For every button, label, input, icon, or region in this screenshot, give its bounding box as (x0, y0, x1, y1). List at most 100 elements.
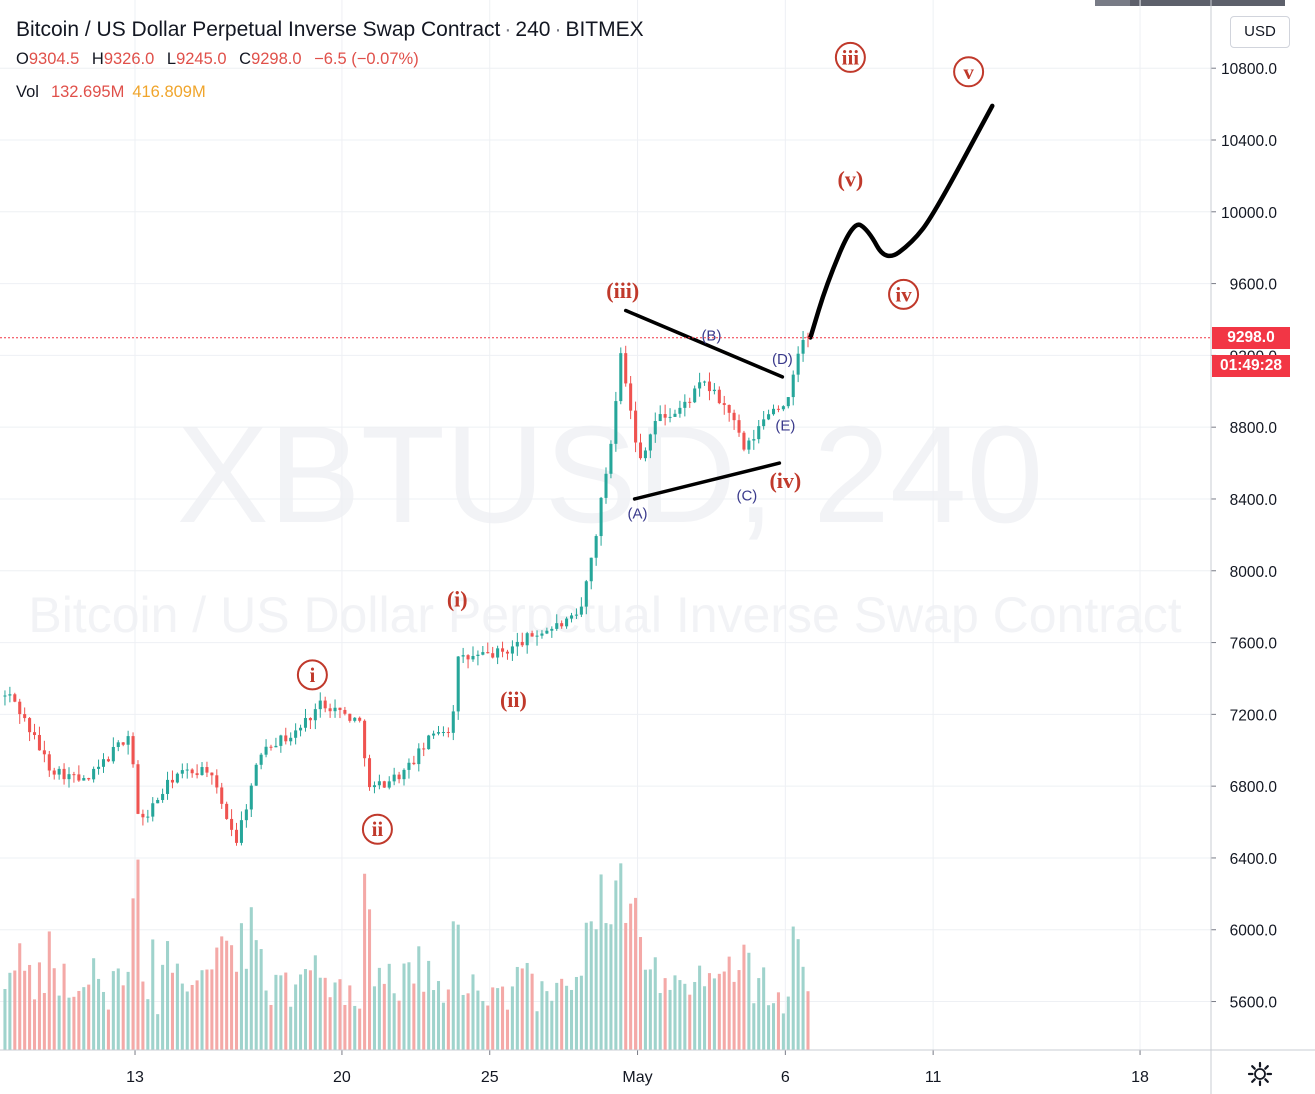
volume-bar (427, 960, 431, 1050)
candle-body (634, 410, 638, 443)
volume-bar (313, 955, 317, 1050)
volume-bar (377, 967, 381, 1050)
candle-body (244, 809, 248, 821)
y-tick-label: 7200.0 (1230, 707, 1278, 724)
volume-bar (101, 991, 106, 1050)
wave-labels: iii(i)(ii)(iii)(iv)iii(v)ivv(A)(B)(C)(D)… (296, 41, 985, 845)
candle-body (594, 536, 598, 558)
candle-body (111, 746, 115, 762)
candle-body (274, 745, 278, 748)
volume-bar (42, 992, 46, 1050)
y-tick-label: 5600.0 (1230, 995, 1278, 1012)
volume-bar (486, 1005, 490, 1050)
candle-body (82, 778, 86, 781)
candle-body (717, 389, 721, 404)
toolbar-strip-dark (1130, 0, 1285, 6)
settings-gear-icon[interactable] (1246, 1060, 1274, 1088)
volume-bar (92, 958, 96, 1050)
candle-body (200, 767, 204, 776)
y-tick-label: 6000.0 (1230, 923, 1278, 940)
candle-body (752, 439, 756, 441)
candle-body (358, 717, 362, 721)
candle-body (471, 656, 475, 660)
drawings[interactable] (623, 103, 995, 501)
candle-body (496, 648, 500, 658)
candle-body (643, 450, 647, 459)
y-tick-label: 8000.0 (1230, 564, 1278, 581)
currency-button[interactable]: USD (1230, 16, 1290, 48)
volume-bar (762, 967, 766, 1050)
wave-label: (iv) (769, 468, 801, 493)
volume-bar (476, 990, 480, 1050)
candle-body (348, 713, 352, 721)
candle-body (707, 381, 711, 392)
wave-label-circle (953, 56, 985, 88)
candle-body (333, 707, 337, 712)
volume-bar (289, 1006, 293, 1050)
candle-body (486, 652, 490, 654)
candle-body (402, 769, 406, 780)
volume-bar (239, 923, 243, 1050)
candle-body (239, 820, 243, 843)
candle-body (92, 768, 96, 780)
volume-bar (131, 898, 135, 1050)
candle-body (535, 635, 539, 637)
volume-bar (574, 976, 578, 1050)
candle-body (791, 374, 795, 398)
volume-bar (225, 940, 229, 1050)
candle-body (185, 769, 189, 771)
candle-body (525, 633, 529, 646)
volume-bar (363, 873, 367, 1050)
candle-body (801, 340, 805, 354)
x-tick-label: 20 (333, 1069, 351, 1086)
candle-body (368, 758, 372, 788)
volume-bar (220, 936, 224, 1050)
candle-body (180, 770, 184, 774)
volume-bar (678, 980, 682, 1050)
volume-bar (643, 969, 647, 1050)
candle-body (18, 701, 22, 715)
candle-body (234, 829, 239, 843)
candle-body (67, 774, 71, 780)
candle-body (505, 651, 510, 654)
volume-bar (348, 985, 352, 1050)
volume-bar (638, 937, 643, 1050)
candle-body (136, 764, 140, 814)
volume-bar (151, 939, 155, 1050)
volume-bar (234, 971, 239, 1050)
candle-body (584, 581, 588, 607)
candle-body (151, 803, 155, 817)
candle-body (318, 700, 322, 710)
y-tick-label: 10800.0 (1221, 61, 1277, 78)
volume-bar (62, 963, 66, 1050)
volume-bar (32, 999, 37, 1050)
candle-body (648, 434, 652, 451)
volume-bar (693, 981, 697, 1050)
volume-bar (441, 1002, 445, 1050)
volume-bar (688, 994, 692, 1050)
volume-bar (195, 980, 199, 1050)
candle-body (313, 709, 317, 721)
volume-bar (185, 991, 189, 1050)
volume-bar (3, 988, 7, 1050)
candle-body (220, 787, 224, 804)
volume-bar (299, 974, 303, 1050)
volume-bar (456, 924, 460, 1050)
volume-bar (141, 981, 145, 1050)
candle-body (545, 630, 549, 634)
candle-body (195, 773, 199, 776)
y-tick-label: 10400.0 (1221, 133, 1277, 150)
x-tick-label: 6 (781, 1069, 790, 1086)
candle-body (323, 700, 327, 709)
volume-bar (274, 974, 278, 1050)
volume-bar (599, 874, 603, 1050)
candle-body (762, 419, 766, 427)
candle-body (417, 748, 421, 765)
volume-bar (776, 992, 780, 1050)
candle-body (663, 414, 667, 418)
candle-body (303, 717, 308, 728)
volume-bar (166, 941, 170, 1050)
x-tick-label: 18 (1131, 1069, 1149, 1086)
volume-bar (175, 963, 179, 1050)
